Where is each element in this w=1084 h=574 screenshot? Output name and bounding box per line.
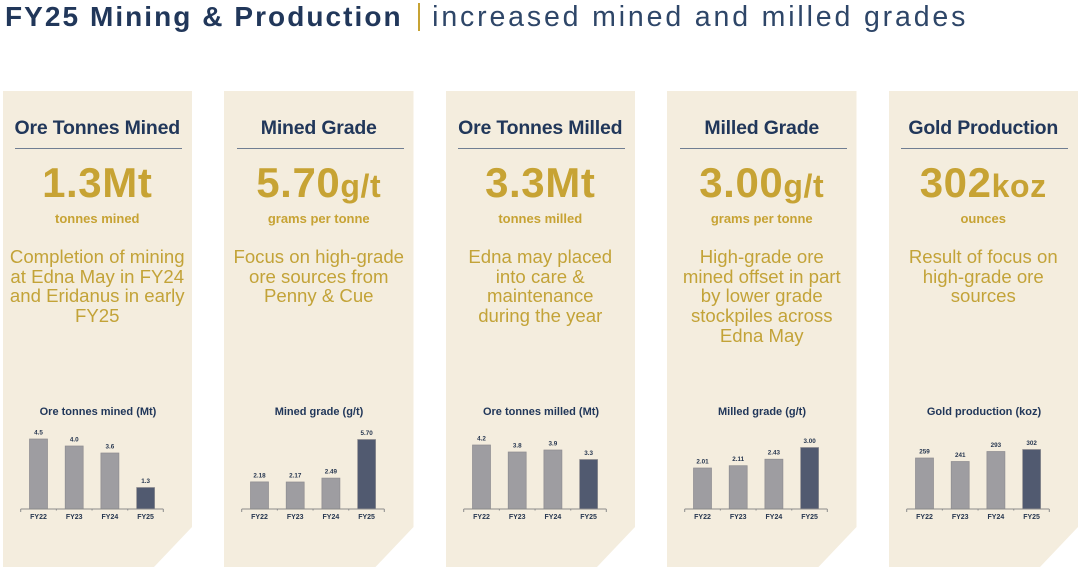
- svg-text:Mined grade (g/t): Mined grade (g/t): [275, 406, 364, 418]
- svg-text:FY24: FY24: [987, 514, 1004, 521]
- svg-text:Milled grade (g/t): Milled grade (g/t): [718, 406, 806, 418]
- svg-text:FY25: FY25: [1023, 514, 1040, 521]
- svg-text:4.2: 4.2: [477, 435, 486, 442]
- svg-text:FY22: FY22: [473, 514, 490, 521]
- svg-text:Ore tonnes milled (Mt): Ore tonnes milled (Mt): [482, 406, 598, 418]
- svg-text:FY25: FY25: [137, 514, 154, 521]
- svg-text:2.17: 2.17: [289, 472, 302, 479]
- svg-text:4.0: 4.0: [69, 436, 78, 443]
- svg-text:302: 302: [1026, 440, 1037, 447]
- svg-text:FY22: FY22: [251, 514, 268, 521]
- svg-text:1.3: 1.3: [141, 478, 150, 485]
- svg-text:4.5: 4.5: [34, 429, 43, 436]
- svg-text:3.9: 3.9: [548, 440, 557, 447]
- svg-text:2.43: 2.43: [768, 450, 781, 457]
- svg-text:FY23: FY23: [65, 514, 82, 521]
- svg-text:FY24: FY24: [766, 514, 783, 521]
- svg-text:FY23: FY23: [730, 514, 747, 521]
- svg-text:293: 293: [990, 442, 1001, 449]
- svg-text:FY23: FY23: [287, 514, 304, 521]
- svg-text:3.6: 3.6: [105, 443, 114, 450]
- svg-text:Gold production (koz): Gold production (koz): [926, 406, 1041, 418]
- svg-text:FY23: FY23: [951, 514, 968, 521]
- svg-text:FY25: FY25: [580, 514, 597, 521]
- svg-text:3.00: 3.00: [803, 438, 816, 445]
- svg-text:FY22: FY22: [916, 514, 933, 521]
- svg-text:2.49: 2.49: [325, 469, 338, 476]
- svg-text:259: 259: [919, 448, 930, 455]
- svg-text:2.01: 2.01: [696, 458, 709, 465]
- svg-text:3.8: 3.8: [512, 442, 521, 449]
- svg-text:FY22: FY22: [694, 514, 711, 521]
- svg-text:FY23: FY23: [508, 514, 525, 521]
- svg-text:FY25: FY25: [358, 514, 375, 521]
- svg-text:FY24: FY24: [323, 514, 340, 521]
- svg-text:2.18: 2.18: [253, 472, 266, 479]
- svg-text:FY24: FY24: [101, 514, 118, 521]
- svg-text:2.11: 2.11: [732, 456, 744, 463]
- svg-text:FY25: FY25: [801, 514, 818, 521]
- svg-text:241: 241: [954, 452, 965, 459]
- svg-text:3.3: 3.3: [584, 450, 593, 457]
- svg-text:FY24: FY24: [544, 514, 561, 521]
- svg-text:5.70: 5.70: [360, 430, 373, 437]
- svg-text:FY22: FY22: [30, 514, 47, 521]
- svg-text:Ore tonnes mined (Mt): Ore tonnes mined (Mt): [39, 406, 156, 418]
